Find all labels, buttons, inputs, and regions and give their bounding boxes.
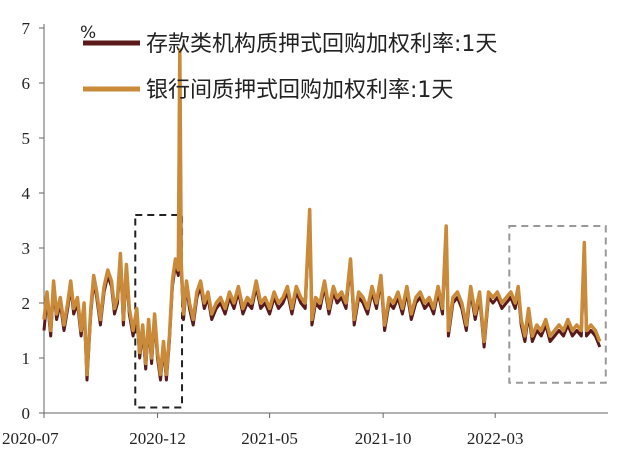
- y-tick-label: 6: [22, 74, 31, 93]
- x-ticks: 2020-07 2020-12 2021-05 2021-10 2022-03: [2, 413, 524, 448]
- y-tick-label: 7: [22, 19, 31, 38]
- y-tick-label: 3: [22, 239, 31, 258]
- y-tick-label: 2: [22, 294, 31, 313]
- x-tick-label: 2021-10: [355, 429, 412, 448]
- x-tick-label: 2020-12: [129, 429, 186, 448]
- legend-label-deposit-institutions: 存款类机构质押式回购加权利率:1天: [146, 32, 497, 57]
- legend: 存款类机构质押式回购加权利率:1天 银行间质押式回购加权利率:1天: [83, 32, 497, 103]
- axes: [43, 24, 608, 414]
- series-line-interbank: [42, 48, 602, 377]
- x-tick-label: 2021-05: [241, 429, 298, 448]
- y-unit-label: %: [80, 23, 96, 43]
- x-tick-label: 2020-07: [2, 429, 59, 448]
- highlight-boxes: [134, 214, 607, 409]
- series-line-deposit-institutions: [42, 59, 602, 382]
- highlight-box: [134, 214, 184, 409]
- y-tick-label: 5: [22, 129, 31, 148]
- y-ticks: 0 1 2 3 4 5 6 7: [22, 19, 44, 423]
- legend-label-interbank: 银行间质押式回购加权利率:1天: [146, 78, 453, 103]
- y-tick-label: 1: [22, 349, 31, 368]
- y-tick-label: 0: [22, 404, 31, 423]
- highlight-box: [508, 225, 607, 384]
- series-lines: [42, 48, 602, 382]
- y-tick-label: 4: [22, 184, 31, 203]
- x-tick-label: 2022-03: [467, 429, 524, 448]
